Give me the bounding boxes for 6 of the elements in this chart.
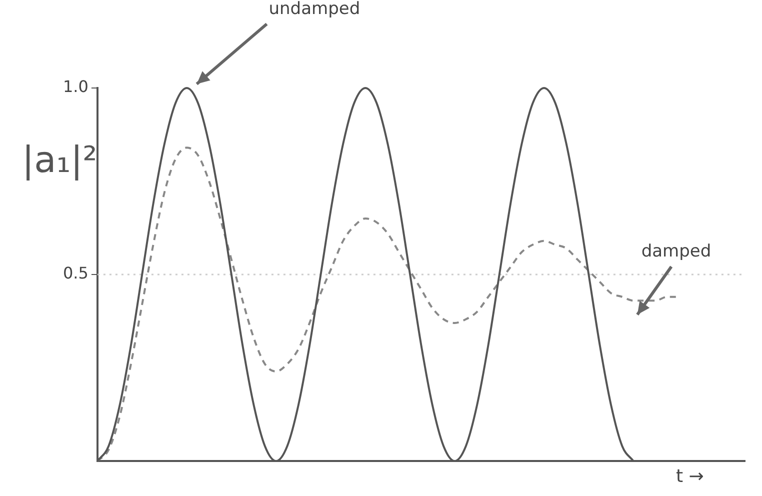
text: undamped	[268, 0, 360, 19]
y-tick-label: 1.0	[62, 77, 88, 96]
x-axis-title: t →	[676, 466, 704, 487]
text: damped	[641, 242, 712, 262]
y-tick-label: 0.5	[62, 264, 88, 283]
y-axis-title: |a₁|²	[22, 140, 98, 181]
